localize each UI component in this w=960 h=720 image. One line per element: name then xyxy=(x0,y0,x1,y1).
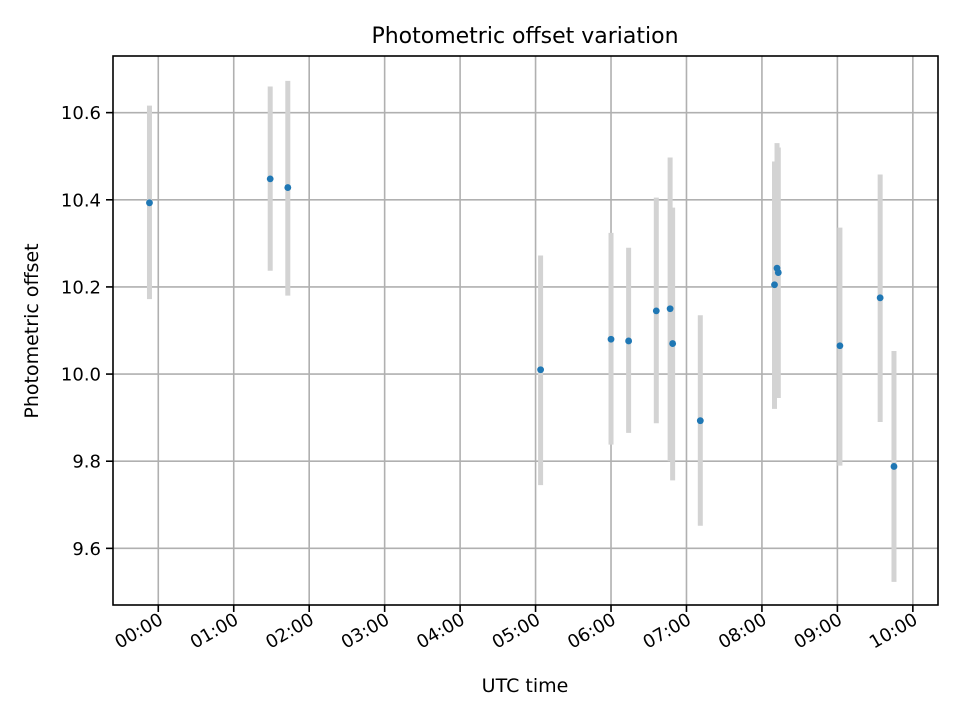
y-tick-label: 10.2 xyxy=(61,277,101,298)
x-tick-label: 09:00 xyxy=(790,609,845,653)
data-point xyxy=(774,269,782,276)
data-point xyxy=(146,199,153,207)
x-tick-label: 04:00 xyxy=(413,609,468,653)
y-tick-label: 10.6 xyxy=(61,103,101,124)
data-point xyxy=(607,335,615,343)
grid-lines xyxy=(113,56,938,605)
axis-ticks: 00:00 01:00 02:00 03:00 04:00 05:00 06:00 07:00… xyxy=(61,103,921,653)
plot-frame xyxy=(112,55,939,606)
x-tick-label: 02:00 xyxy=(262,609,317,653)
y-tick-label: 9.6 xyxy=(72,539,101,560)
data-point xyxy=(771,281,778,289)
x-tick-label: 01:00 xyxy=(187,609,242,653)
data-point xyxy=(284,184,292,191)
x-tick-label: 08:00 xyxy=(715,609,770,653)
x-tick-label: 07:00 xyxy=(640,609,695,653)
x-tick-label: 03:00 xyxy=(338,609,393,653)
x-tick-label: 10:00 xyxy=(866,609,921,653)
x-tick-label: 06:00 xyxy=(564,609,619,653)
y-axis-label: Photometric offset xyxy=(21,243,43,418)
y-tick-label: 10.4 xyxy=(61,190,101,211)
data-points xyxy=(146,175,898,470)
data-point xyxy=(669,340,677,347)
data-point xyxy=(537,366,544,374)
x-tick-label: 00:00 xyxy=(111,609,166,653)
data-point xyxy=(625,337,633,345)
chart-title: Photometric offset variation xyxy=(371,24,678,49)
data-point xyxy=(836,342,844,350)
data-point xyxy=(266,175,274,183)
data-point xyxy=(652,307,660,315)
data-point xyxy=(696,417,704,425)
error-bars xyxy=(146,80,897,582)
data-point xyxy=(666,305,674,313)
x-tick-label: 05:00 xyxy=(489,609,544,653)
y-tick-label: 10.0 xyxy=(61,365,101,386)
y-tick-label: 9.8 xyxy=(72,452,101,473)
data-point xyxy=(890,463,898,470)
x-axis-label: UTC time xyxy=(482,675,569,697)
data-point xyxy=(876,294,884,302)
